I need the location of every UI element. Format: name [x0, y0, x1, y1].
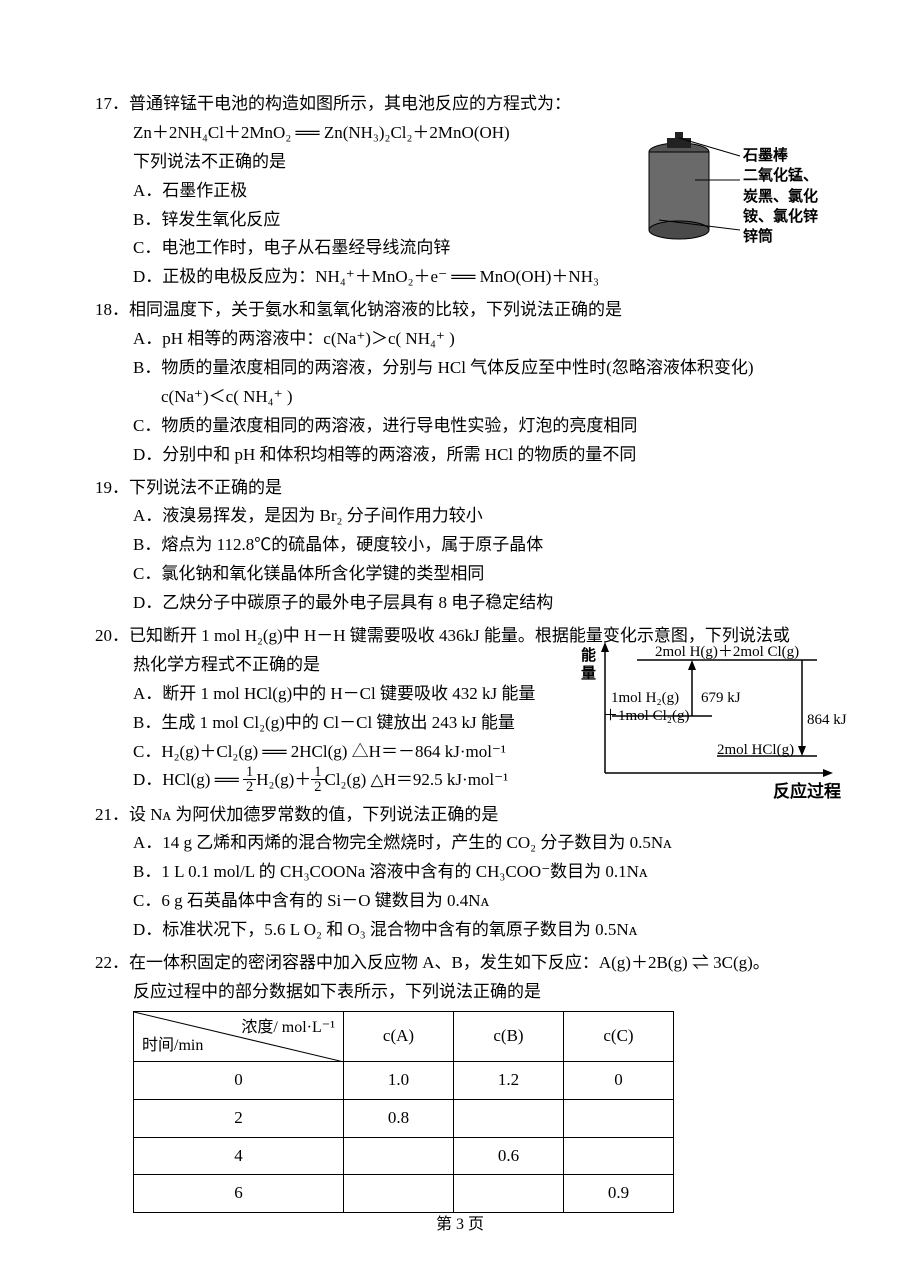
q20-d-mid: H₂(g)＋	[256, 770, 311, 789]
q19-opt-d: D．乙炔分子中碳原子的最外电子层具有 8 电子稳定结构	[95, 589, 835, 618]
q21-stem: 设 Nᴀ 为阿伏加德罗常数的值，下列说法正确的是	[129, 801, 498, 830]
table-row: 2 0.8	[134, 1099, 674, 1137]
q21-num: 21．	[95, 801, 129, 830]
q18-opt-b2: c(Na⁺)＜c( NH₄⁺ )	[95, 383, 835, 412]
cell: 2	[134, 1099, 344, 1137]
question-19: 19． 下列说法不正确的是 A．液溴易挥发，是因为 Br₂ 分子间作用力较小 B…	[95, 474, 835, 618]
cell: 1.0	[344, 1061, 454, 1099]
q22-num: 22．	[95, 949, 129, 978]
cell: 0.6	[454, 1137, 564, 1175]
q19-opt-c: C．氯化钠和氧化镁晶体所含化学键的类型相同	[95, 560, 835, 589]
table-row: 4 0.6	[134, 1137, 674, 1175]
page-footer: 第 3 页	[0, 1211, 920, 1238]
table-row: 6 0.9	[134, 1175, 674, 1213]
q21-opt-a: A．14 g 乙烯和丙烯的混合物完全燃烧时，产生的 CO₂ 分子数目为 0.5N…	[95, 829, 835, 858]
q20-num: 20．	[95, 622, 129, 651]
battery-figure: 石墨棒 二氧化锰、 炭黑、氯化 铵、氯化锌 锌筒	[645, 130, 835, 250]
q17-num: 17．	[95, 90, 129, 119]
q19-stem: 下列说法不正确的是	[129, 474, 282, 503]
diag-bot-label: 时间/min	[142, 1032, 203, 1059]
col-header: c(C)	[564, 1011, 674, 1061]
q18-opt-c: C．物质的量浓度相同的两溶液，进行导电性实验，灯泡的亮度相同	[95, 412, 835, 441]
q18-opt-d: D．分别中和 pH 和体积均相等的两溶液，所需 HCl 的物质的量不同	[95, 441, 835, 470]
energy-right-label: 864 kJ	[807, 708, 847, 734]
q17-stem1: 普通锌锰干电池的构造如图所示，其电池反应的方程式为：	[129, 90, 571, 119]
question-21: 21． 设 Nᴀ 为阿伏加德罗常数的值，下列说法正确的是 A．14 g 乙烯和丙…	[95, 801, 835, 945]
col-header: c(A)	[344, 1011, 454, 1061]
cell	[564, 1137, 674, 1175]
table-row: 0 1.0 1.2 0	[134, 1061, 674, 1099]
fraction-half-1: 12	[243, 765, 256, 795]
cell: 0	[564, 1061, 674, 1099]
cell: 0.9	[564, 1175, 674, 1213]
q22-stem1: 在一体积固定的密闭容器中加入反应物 A、B，发生如下反应：A(g)＋2B(g) …	[129, 949, 770, 978]
q18-opt-a: A．pH 相等的两溶液中：c(Na⁺)＞c( NH₄⁺ )	[95, 325, 835, 354]
q19-opt-b: B．熔点为 112.8℃的硫晶体，硬度较小，属于原子晶体	[95, 531, 835, 560]
q18-num: 18．	[95, 296, 129, 325]
q19-opt-a: A．液溴易挥发，是因为 Br₂ 分子间作用力较小	[95, 502, 835, 531]
energy-diagram: 能 量 2mol H(g)＋2mol Cl(g) 1mol H₂(g) ＋1mo…	[577, 638, 842, 798]
cell	[454, 1099, 564, 1137]
cell: 6	[134, 1175, 344, 1213]
q18-stem: 相同温度下，关于氨水和氢氧化钠溶液的比较，下列说法正确的是	[129, 296, 622, 325]
energy-x-label: 反应过程	[773, 778, 841, 807]
q21-opt-d: D．标准状况下，5.6 L O₂ 和 O₃ 混合物中含有的氧原子数目为 0.5N…	[95, 916, 835, 945]
q20-d-pre: D．HCl(g) ══	[133, 770, 243, 789]
table-row: 浓度/ mol·L⁻¹ 时间/min c(A) c(B) c(C)	[134, 1011, 674, 1061]
q17-opt-d: D．正极的电极反应为：NH₄⁺＋MnO₂＋e⁻ ══ MnO(OH)＋NH₃	[95, 263, 835, 292]
cell	[344, 1137, 454, 1175]
q22-stem2: 反应过程中的部分数据如下表所示，下列说法正确的是	[95, 978, 835, 1007]
battery-label-4: 铵、氯化锌	[743, 207, 818, 227]
cell: 0	[134, 1061, 344, 1099]
battery-label-1: 石墨棒	[743, 146, 818, 166]
q18-opt-b1: B．物质的量浓度相同的两溶液，分别与 HCl 气体反应至中性时(忽略溶液体积变化…	[95, 354, 835, 383]
energy-top-label: 2mol H(g)＋2mol Cl(g)	[655, 640, 799, 666]
cell	[454, 1175, 564, 1213]
cell: 1.2	[454, 1061, 564, 1099]
energy-mid-label: 679 kJ	[701, 686, 741, 712]
cell	[564, 1099, 674, 1137]
col-header: c(B)	[454, 1011, 564, 1061]
q22-table: 浓度/ mol·L⁻¹ 时间/min c(A) c(B) c(C) 0 1.0 …	[133, 1011, 674, 1214]
q21-opt-c: C．6 g 石英晶体中含有的 Si－O 键数目为 0.4Nᴀ	[95, 887, 835, 916]
cell	[344, 1175, 454, 1213]
cell: 4	[134, 1137, 344, 1175]
q21-opt-b: B．1 L 0.1 mol/L 的 CH₃COONa 溶液中含有的 CH₃COO…	[95, 858, 835, 887]
battery-label-5: 锌筒	[743, 227, 818, 247]
diag-header-cell: 浓度/ mol·L⁻¹ 时间/min	[134, 1011, 344, 1061]
energy-bottom-label: 2mol HCl(g)	[717, 738, 794, 764]
battery-label-3: 炭黑、氯化	[743, 187, 818, 207]
diag-top-label: 浓度/ mol·L⁻¹	[241, 1014, 335, 1041]
energy-y-label-2: 量	[581, 662, 596, 688]
fraction-half-2: 12	[311, 765, 324, 795]
question-22: 22． 在一体积固定的密闭容器中加入反应物 A、B，发生如下反应：A(g)＋2B…	[95, 949, 835, 1213]
energy-left2-label: ＋1mol Cl₂(g)	[603, 704, 689, 730]
battery-label-2: 二氧化锰、	[743, 166, 818, 186]
q20-d-post: Cl₂(g) △H＝92.5 kJ·mol⁻¹	[325, 770, 509, 789]
q19-num: 19．	[95, 474, 129, 503]
cell: 0.8	[344, 1099, 454, 1137]
question-18: 18． 相同温度下，关于氨水和氢氧化钠溶液的比较，下列说法正确的是 A．pH 相…	[95, 296, 835, 469]
